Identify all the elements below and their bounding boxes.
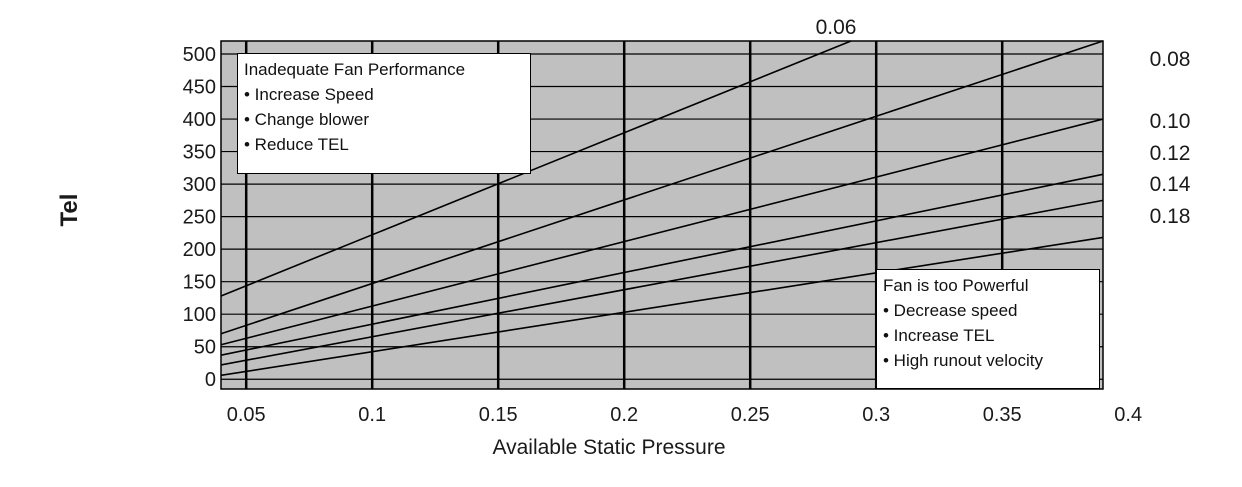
- annotation-item: • Change blower: [244, 110, 370, 129]
- annotation-item: • Decrease speed: [883, 301, 1018, 320]
- y-tick-label: 250: [183, 207, 216, 229]
- x-axis-label: Available Static Pressure: [492, 436, 725, 459]
- annotation-item: • High runout velocity: [883, 351, 1043, 370]
- series-line: [220, 236, 1104, 377]
- series-label: 0.08: [1150, 48, 1191, 71]
- annotation-fan-too-powerful: Fan is too Powerful • Decrease speed • I…: [876, 269, 1100, 389]
- series-line: [220, 118, 1104, 346]
- x-tick-label: 0.4: [1114, 404, 1142, 426]
- x-tick-label: 0.25: [731, 404, 770, 426]
- y-tick-label: 400: [183, 109, 216, 131]
- y-tick-label: 200: [183, 239, 216, 261]
- annotation-item: • Reduce TEL: [244, 135, 349, 154]
- x-tick-label: 0.15: [479, 404, 518, 426]
- series-line: [220, 40, 1104, 335]
- x-tick-label: 0.35: [983, 404, 1022, 426]
- y-tick-label: 50: [194, 337, 216, 359]
- y-tick-label: 0: [205, 369, 216, 391]
- series-labels: 0.06 0.08 0.10 0.12 0.14 0.18: [816, 16, 1191, 228]
- annotation-title: Fan is too Powerful: [883, 276, 1029, 295]
- x-tick-label: 0.2: [610, 404, 638, 426]
- y-tick-labels: 0 50 100 150 200 250 300 350 400 450 500: [183, 44, 216, 391]
- x-tick-label: 0.1: [358, 404, 386, 426]
- y-tick-label: 450: [183, 77, 216, 99]
- annotation-inadequate-performance: Inadequate Fan Performance • Increase Sp…: [237, 53, 531, 174]
- y-tick-label: 100: [183, 304, 216, 326]
- series-line: [220, 199, 1104, 366]
- series-label: 0.18: [1150, 205, 1191, 228]
- plot-border: [220, 40, 1104, 390]
- y-axis-label: Tel: [56, 194, 83, 227]
- series-line: [220, 40, 852, 297]
- y-tick-label: 500: [183, 44, 216, 66]
- x-tick-label: 0.3: [862, 404, 890, 426]
- x-tick-labels: 0.05 0.1 0.15 0.2 0.25 0.3 0.35 0.4: [227, 404, 1142, 426]
- x-tick-label: 0.05: [227, 404, 266, 426]
- annotation-title: Inadequate Fan Performance: [244, 60, 466, 79]
- series-label: 0.12: [1150, 142, 1191, 165]
- annotation-item: • Increase Speed: [244, 85, 374, 104]
- series-label: 0.06: [816, 16, 857, 39]
- y-tick-label: 150: [183, 272, 216, 294]
- annotation-item: • Increase TEL: [883, 326, 995, 345]
- series-lines: [220, 40, 1104, 377]
- y-tick-label: 350: [183, 142, 216, 164]
- y-tick-label: 300: [183, 174, 216, 196]
- series-label: 0.10: [1150, 110, 1191, 133]
- series-label: 0.14: [1150, 173, 1191, 196]
- series-line: [220, 173, 1104, 356]
